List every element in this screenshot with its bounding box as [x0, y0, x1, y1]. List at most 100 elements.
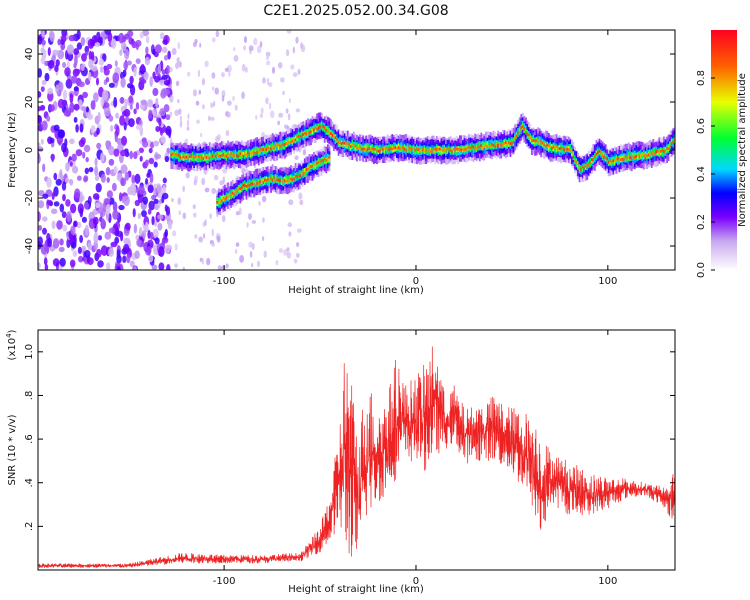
- faint-speckle: [211, 72, 216, 79]
- snr-x-label: Height of straight line (km): [288, 584, 424, 595]
- noise-speckle: [118, 192, 123, 202]
- ridge-segment: [188, 155, 191, 158]
- noise-speckle: [93, 232, 99, 244]
- colorbar-tick-label: 0.8: [696, 70, 707, 86]
- faint-speckle: [174, 109, 180, 117]
- noise-speckle: [57, 129, 65, 139]
- noise-speckle: [88, 71, 92, 82]
- ridge-segment: [225, 154, 228, 158]
- ridge-segment: [446, 147, 449, 151]
- ridge-segment: [178, 153, 180, 157]
- noise-speckle: [134, 250, 140, 259]
- noise-speckle: [119, 115, 125, 126]
- noise-speckle: [55, 178, 62, 186]
- noise-speckle: [84, 167, 90, 175]
- noise-speckle: [133, 108, 137, 115]
- lower-ridge-segment: [230, 193, 233, 200]
- snr-frame: [37, 329, 676, 571]
- lower-ridge-segment: [328, 155, 331, 159]
- faint-speckle: [292, 46, 295, 54]
- ridge-segment: [531, 139, 533, 142]
- noise-speckle: [57, 49, 65, 60]
- noise-speckle: [51, 208, 58, 215]
- noise-speckle: [100, 152, 105, 163]
- ridge-segment: [221, 154, 223, 158]
- faint-speckle: [286, 251, 292, 259]
- faint-speckle: [177, 41, 181, 50]
- ridge-segment: [300, 135, 303, 139]
- ridge-segment: [346, 143, 349, 149]
- faint-speckle: [290, 64, 295, 70]
- lower-ridge-segment: [237, 187, 240, 191]
- noise-speckle: [100, 173, 106, 183]
- ridge-segment: [653, 152, 656, 156]
- colorbar-tick-label: 0.2: [696, 214, 707, 230]
- x-tick-label: 100: [598, 576, 617, 587]
- faint-speckle: [202, 104, 205, 110]
- ridge-segment: [262, 148, 265, 151]
- ridge-segment: [417, 148, 420, 151]
- lower-ridge-segment: [274, 179, 277, 183]
- faint-speckle: [216, 235, 221, 243]
- noise-speckle: [106, 262, 111, 270]
- noise-speckle: [137, 212, 141, 220]
- faint-speckle: [297, 228, 302, 233]
- noise-speckle: [81, 245, 87, 252]
- ridge-segment: [351, 143, 354, 146]
- colorbar-tick-label: 0.6: [696, 118, 707, 134]
- ridge-segment: [609, 159, 612, 162]
- ridge-segment: [584, 164, 587, 168]
- ridge-segment: [587, 160, 590, 167]
- faint-speckle: [222, 168, 228, 174]
- faint-speckle: [285, 49, 290, 57]
- ridge-segment: [316, 127, 318, 131]
- noise-speckle: [100, 245, 108, 256]
- ridge-segment: [328, 128, 331, 135]
- faint-speckle: [287, 222, 293, 228]
- ridge-segment: [287, 140, 289, 144]
- noise-speckle: [94, 165, 99, 177]
- faint-speckle: [194, 234, 198, 239]
- noise-speckle: [94, 42, 101, 48]
- faint-speckle: [210, 116, 215, 121]
- ridge-segment: [483, 142, 486, 148]
- lower-ridge-segment: [256, 181, 259, 185]
- faint-speckle: [251, 220, 257, 224]
- noise-speckle: [63, 109, 71, 117]
- ridge-segment: [228, 153, 231, 157]
- y-tick-label: 40: [24, 48, 35, 61]
- faint-speckle: [172, 230, 177, 237]
- ridge-segment: [377, 149, 380, 153]
- ridge-segment: [277, 143, 280, 147]
- ridge-segment: [317, 126, 320, 130]
- ridge-segment: [380, 147, 383, 154]
- ridge-segment: [486, 141, 489, 148]
- noise-speckle: [135, 234, 140, 241]
- faint-speckle: [169, 94, 174, 103]
- noise-speckle: [146, 172, 151, 178]
- noise-speckle: [38, 106, 42, 112]
- noise-speckle: [133, 151, 138, 160]
- faint-speckle: [286, 30, 292, 34]
- ridge-segment: [308, 131, 311, 134]
- ridge-segment: [621, 157, 624, 161]
- noise-speckle: [49, 137, 55, 144]
- noise-speckle: [129, 104, 133, 110]
- noise-speckle: [98, 58, 104, 66]
- noise-speckle: [38, 262, 41, 270]
- faint-speckle: [170, 198, 174, 202]
- lower-ridge-segment: [216, 200, 219, 204]
- noise-speckle: [77, 203, 84, 214]
- noise-speckle: [82, 151, 86, 159]
- faint-speckle: [225, 263, 229, 269]
- lower-ridge-segment: [218, 197, 220, 204]
- ridge-segment: [171, 152, 174, 156]
- noise-speckle: [137, 193, 144, 203]
- ridge-segment: [471, 145, 473, 148]
- ridge-segment: [469, 146, 472, 150]
- ridge-segment: [194, 155, 197, 158]
- ridge-segment: [311, 127, 314, 131]
- ridge-segment: [185, 155, 188, 159]
- faint-speckle: [210, 102, 213, 108]
- faint-speckle: [294, 155, 299, 160]
